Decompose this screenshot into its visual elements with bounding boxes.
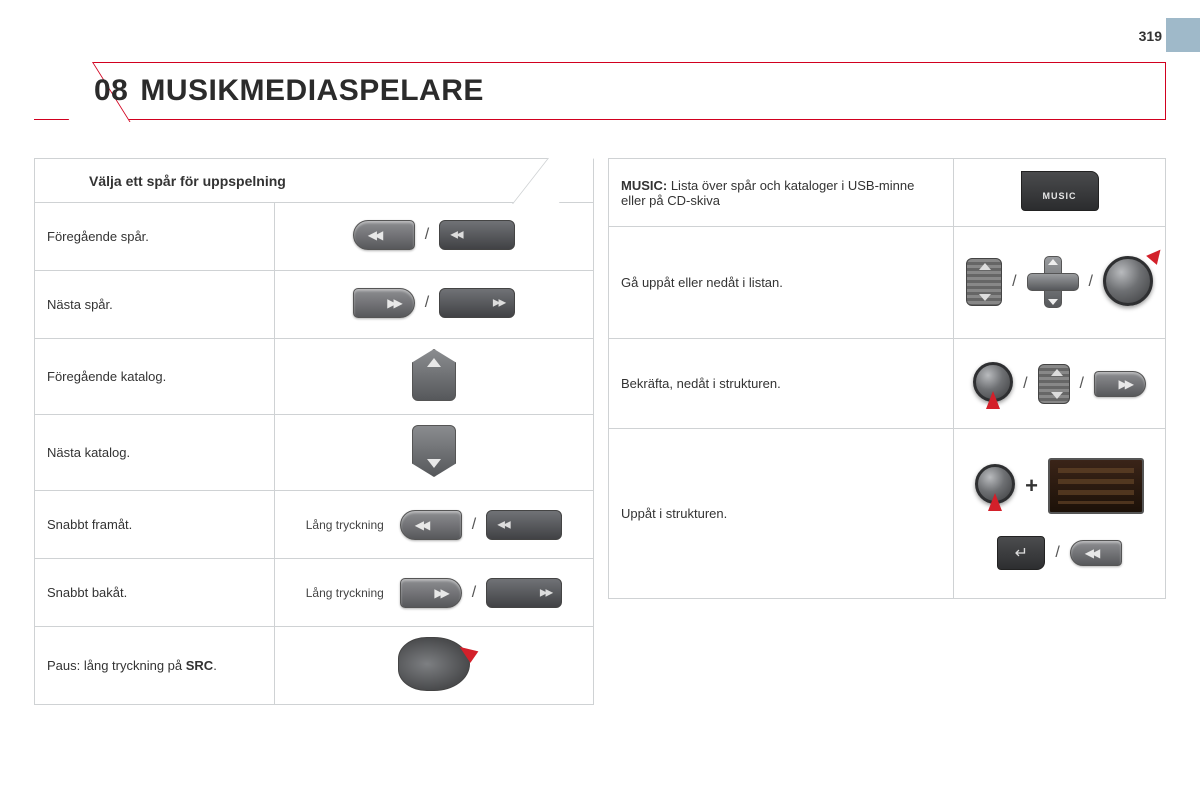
rocker-forward-icon: ▶▶ bbox=[486, 578, 562, 608]
rewind-button-icon: ◀◀ bbox=[400, 510, 462, 540]
row-list-navigate: Gå uppåt eller nedåt i listan. / / bbox=[609, 227, 1166, 339]
row-previous-folder: Föregående katalog. bbox=[35, 339, 594, 415]
separator-slash: / bbox=[472, 584, 476, 602]
dpad-icon bbox=[1027, 256, 1079, 308]
section-number: 08 bbox=[94, 74, 128, 107]
left-column: Välja ett spår för uppspelning Föregåend… bbox=[34, 158, 594, 705]
right-column: MUSIC: Lista över spår och kataloger i U… bbox=[608, 158, 1166, 705]
row-fast-forward: Snabbt framåt. Lång tryckning ◀◀ / ◀◀ bbox=[35, 491, 594, 559]
thumbwheel-icon bbox=[1038, 364, 1070, 404]
label: Paus: lång tryckning på SRC. bbox=[35, 627, 275, 705]
prev-button-icon: ◀◀ bbox=[1070, 540, 1122, 566]
right-table: MUSIC: Lista över spår och kataloger i U… bbox=[608, 158, 1166, 599]
press-note: Lång tryckning bbox=[306, 518, 384, 532]
label: Snabbt bakåt. bbox=[35, 559, 275, 627]
rocker-prev-icon: ◀◀ bbox=[439, 220, 515, 250]
left-table: Föregående spår. ◀◀ / ◀◀ Nästa spår. ▶▶ … bbox=[34, 202, 594, 705]
separator-slash: / bbox=[472, 516, 476, 534]
section-title: MUSIKMEDIASPELARE bbox=[140, 74, 484, 107]
rocker-next-icon: ▶▶ bbox=[439, 288, 515, 318]
row-next-track: Nästa spår. ▶▶ / ▶▶ bbox=[35, 271, 594, 339]
label: Gå uppåt eller nedåt i listan. bbox=[609, 227, 954, 339]
label: Snabbt framåt. bbox=[35, 491, 275, 559]
row-previous-track: Föregående spår. ◀◀ / ◀◀ bbox=[35, 203, 594, 271]
rotary-knob-icon bbox=[1103, 256, 1153, 306]
next-button-icon: ▶▶ bbox=[353, 288, 415, 318]
label: Föregående spår. bbox=[35, 203, 275, 271]
rocker-rewind-icon: ◀◀ bbox=[486, 510, 562, 540]
row-confirm-down: Bekräfta, nedåt i strukturen. / / ▶▶ bbox=[609, 339, 1166, 429]
content-area: Välja ett spår för uppspelning Föregåend… bbox=[34, 158, 1166, 705]
screen-menu-icon bbox=[1048, 458, 1144, 514]
separator-slash: / bbox=[1080, 375, 1084, 393]
row-up-structure: Uppåt i strukturen. + ↵ / ◀◀ bbox=[609, 429, 1166, 599]
section-header: 08 MUSIKMEDIASPELARE bbox=[34, 62, 1166, 120]
label: Nästa spår. bbox=[35, 271, 275, 339]
row-pause: Paus: lång tryckning på SRC. bbox=[35, 627, 594, 705]
label: Nästa katalog. bbox=[35, 415, 275, 491]
label: Uppåt i strukturen. bbox=[609, 429, 954, 599]
press-note: Lång tryckning bbox=[306, 586, 384, 600]
separator-slash: / bbox=[425, 226, 429, 244]
separator-slash: / bbox=[1012, 273, 1016, 291]
corner-tab bbox=[1166, 18, 1200, 52]
next-button-icon: ▶▶ bbox=[1094, 371, 1146, 397]
forward-button-icon: ▶▶ bbox=[400, 578, 462, 608]
separator-slash: / bbox=[425, 294, 429, 312]
label: MUSIC: Lista över spår och kataloger i U… bbox=[609, 159, 954, 227]
separator-slash: / bbox=[1055, 544, 1059, 562]
folder-down-icon bbox=[412, 425, 456, 477]
press-arrow-icon bbox=[988, 493, 1002, 511]
prev-button-icon: ◀◀ bbox=[353, 220, 415, 250]
folder-up-icon bbox=[412, 349, 456, 401]
row-fast-rewind: Snabbt bakåt. Lång tryckning ▶▶ / ▶▶ bbox=[35, 559, 594, 627]
press-arrow-icon bbox=[986, 391, 1000, 409]
separator-slash: / bbox=[1089, 273, 1093, 291]
rotate-arrow-icon bbox=[1146, 245, 1166, 265]
thumbwheel-icon bbox=[966, 258, 1002, 306]
page-number: 319 bbox=[1139, 28, 1162, 44]
label: Föregående katalog. bbox=[35, 339, 275, 415]
left-subheading: Välja ett spår för uppspelning bbox=[89, 173, 286, 189]
left-subheading-row: Välja ett spår för uppspelning bbox=[34, 158, 594, 202]
plus-icon: + bbox=[1025, 473, 1038, 499]
label: Bekräfta, nedåt i strukturen. bbox=[609, 339, 954, 429]
back-button-icon: ↵ bbox=[997, 536, 1045, 570]
row-next-folder: Nästa katalog. bbox=[35, 415, 594, 491]
music-button-icon: MUSIC bbox=[1021, 171, 1099, 211]
row-music-list: MUSIC: Lista över spår och kataloger i U… bbox=[609, 159, 1166, 227]
separator-slash: / bbox=[1023, 375, 1027, 393]
